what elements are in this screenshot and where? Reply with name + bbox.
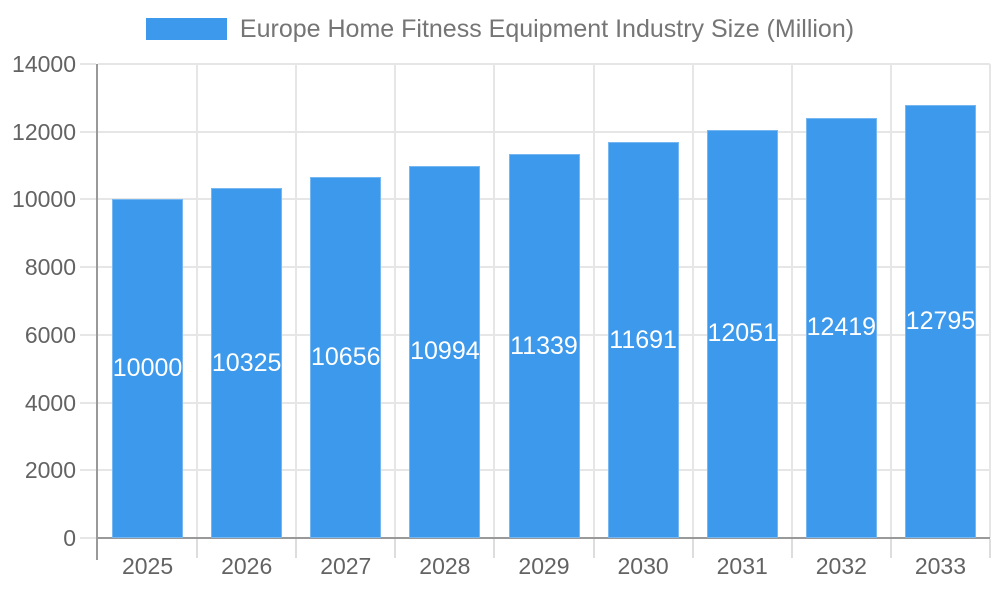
x-tick-label: 2031 <box>716 553 768 579</box>
x-tick-label: 2026 <box>221 553 273 579</box>
x-axis-tick <box>889 539 892 558</box>
bar-value-label: 11339 <box>510 331 578 360</box>
y-tick-label: 6000 <box>24 321 76 348</box>
legend-label: Europe Home Fitness Equipment Industry S… <box>239 15 855 43</box>
gridline-vertical <box>592 64 595 538</box>
x-tick-label: 2032 <box>815 553 867 579</box>
y-axis-tick <box>80 266 96 269</box>
bar: 11339 <box>508 154 580 538</box>
x-axis-tick <box>394 539 397 558</box>
gridline-vertical <box>295 64 298 538</box>
bar-value-label: 10994 <box>410 337 480 366</box>
x-tick-label: 2033 <box>914 553 967 579</box>
bar: 12051 <box>706 129 778 538</box>
gridline-vertical <box>394 64 397 538</box>
x-axis-tick <box>295 539 298 558</box>
bar-value-label: 12051 <box>707 319 777 348</box>
y-axis-line <box>96 64 98 560</box>
gridline-vertical <box>989 64 991 538</box>
bar: 10656 <box>310 177 382 538</box>
y-tick-label: 0 <box>63 525 76 551</box>
gridline-vertical <box>691 64 694 538</box>
bar: 11691 <box>607 142 679 538</box>
y-tick-label: 2000 <box>24 457 76 484</box>
gridline-vertical <box>196 64 199 538</box>
gridline-horizontal <box>98 63 990 65</box>
bar-value-label: 12795 <box>905 306 976 335</box>
x-axis-tick <box>790 539 793 558</box>
x-axis-line <box>96 537 990 539</box>
gridline-vertical <box>889 64 892 538</box>
y-axis-tick <box>80 537 96 539</box>
x-axis-tick <box>989 539 991 558</box>
bar: 10994 <box>409 165 481 538</box>
x-tick-label: 2030 <box>617 553 669 579</box>
y-tick-label: 4000 <box>24 389 76 416</box>
x-tick-label: 2029 <box>518 553 570 579</box>
bar: 10000 <box>112 199 184 538</box>
y-axis-tick <box>80 198 96 201</box>
bar-value-label: 11691 <box>609 325 677 354</box>
x-axis-tick <box>592 539 595 558</box>
bar-value-label: 10656 <box>311 343 381 372</box>
gridline-vertical <box>790 64 793 538</box>
y-tick-label: 10000 <box>12 186 76 213</box>
x-tick-label: 2028 <box>419 553 471 579</box>
gridline-vertical <box>493 64 496 538</box>
chart-legend: Europe Home Fitness Equipment Industry S… <box>0 14 1000 44</box>
legend-swatch <box>145 18 227 40</box>
bar: 12419 <box>805 117 877 538</box>
y-tick-label: 12000 <box>12 118 76 145</box>
y-axis-tick <box>80 469 96 472</box>
y-axis-tick <box>80 401 96 404</box>
y-tick-label: 14000 <box>12 51 76 77</box>
bar: 12795 <box>904 104 976 538</box>
x-axis-tick <box>196 539 199 558</box>
bar-value-label: 12419 <box>806 313 877 342</box>
x-axis-tick <box>493 539 496 558</box>
gridline-horizontal <box>98 130 990 133</box>
y-axis-tick <box>80 333 96 336</box>
x-tick-label: 2027 <box>320 553 372 579</box>
bar: 10325 <box>211 188 283 538</box>
x-axis-tick <box>691 539 694 558</box>
y-tick-label: 8000 <box>24 254 76 281</box>
y-axis-tick <box>80 130 96 133</box>
x-tick-label: 2025 <box>121 553 174 579</box>
bar-value-label: 10000 <box>112 354 183 383</box>
y-axis-tick <box>80 63 96 65</box>
bar-value-label: 10325 <box>211 348 282 377</box>
